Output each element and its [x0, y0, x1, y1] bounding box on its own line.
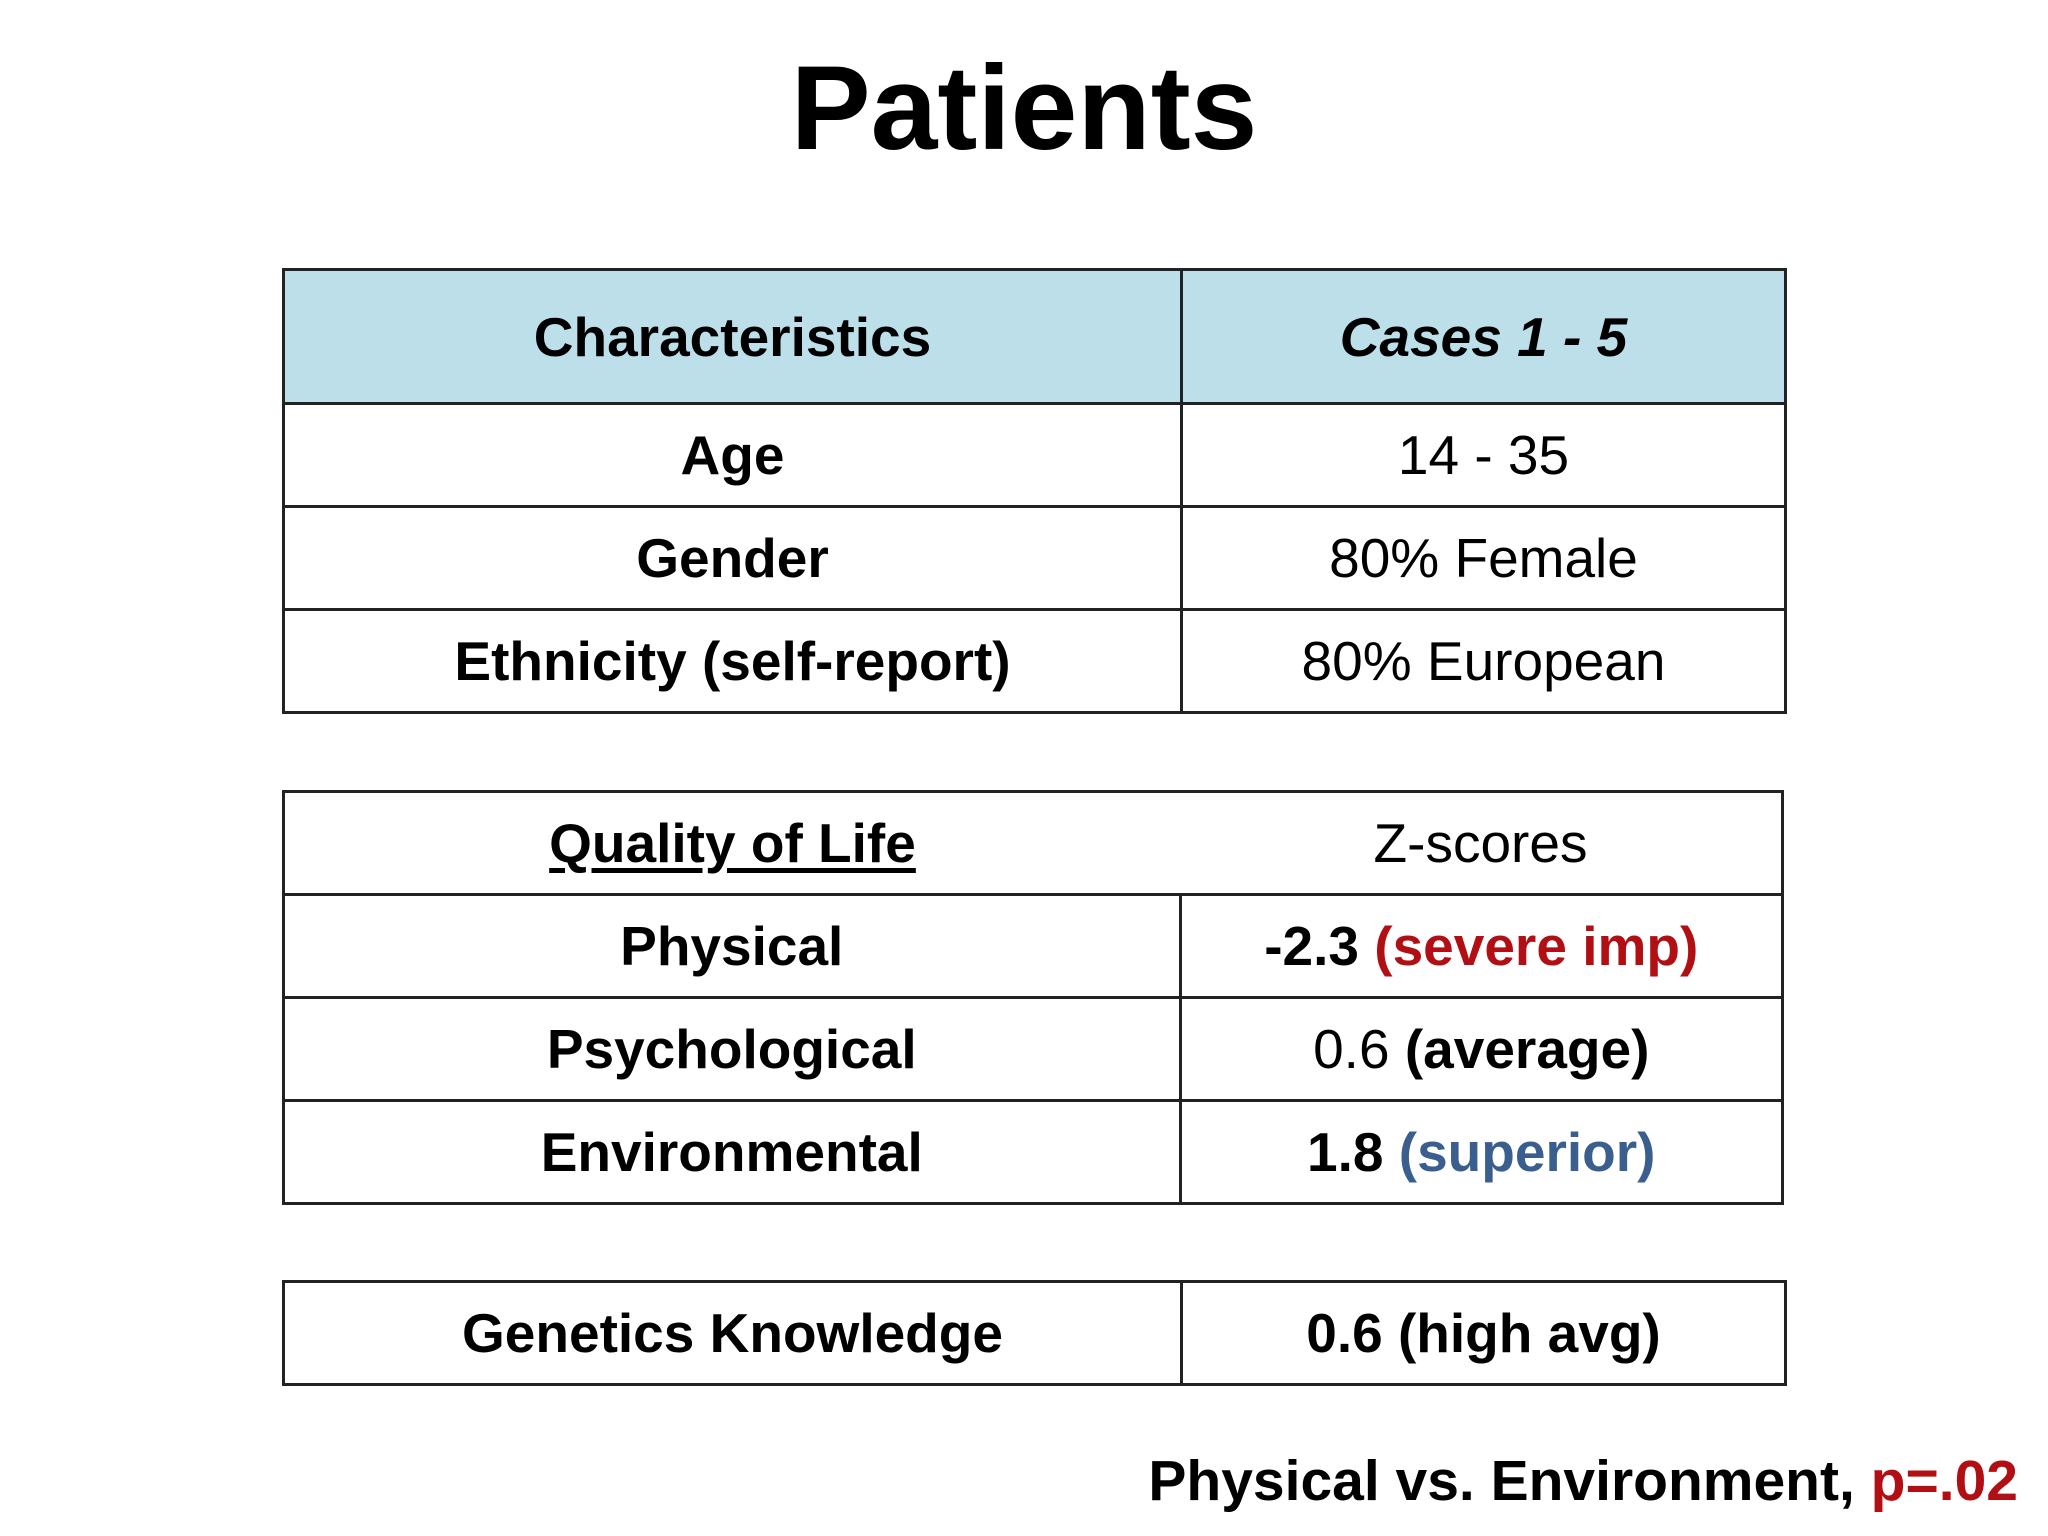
- quality-of-life-table: Quality of Life Z-scores Physical -2.3 (…: [282, 790, 1784, 1205]
- row-value-genetics: 0.6 (high avg): [1180, 1280, 1787, 1386]
- qol-title: Quality of Life: [549, 812, 916, 874]
- table-row: Gender 80% Female: [282, 505, 1787, 611]
- footnote: Physical vs. Environment, p=.02: [1148, 1448, 2018, 1514]
- environmental-descriptor: (superior): [1398, 1121, 1656, 1183]
- table-row: Psychological 0.6 (average): [282, 996, 1784, 1102]
- environmental-score: 1.8: [1307, 1121, 1384, 1183]
- table-row: Genetics Knowledge 0.6 (high avg): [282, 1280, 1787, 1386]
- row-label-psychological: Psychological: [282, 996, 1182, 1102]
- row-label-environmental: Environmental: [282, 1099, 1182, 1205]
- psychological-score: 0.6: [1313, 1018, 1390, 1080]
- psychological-descriptor: (average): [1404, 1018, 1650, 1080]
- header-cases: Cases 1 - 5: [1180, 268, 1787, 405]
- header-quality-of-life: Quality of Life: [282, 790, 1180, 896]
- table-row: Age 14 - 35: [282, 402, 1787, 508]
- row-value-ethnicity: 80% European: [1180, 608, 1787, 714]
- row-value-age: 14 - 35: [1180, 402, 1787, 508]
- row-label-age: Age: [282, 402, 1183, 508]
- row-value-psychological: 0.6 (average): [1178, 996, 1784, 1102]
- row-label-gender: Gender: [282, 505, 1183, 611]
- table-row: Physical -2.3 (severe imp): [282, 893, 1784, 999]
- physical-descriptor: (severe imp): [1374, 915, 1699, 977]
- row-value-environmental: 1.8 (superior): [1178, 1099, 1784, 1205]
- demographics-table: Characteristics Cases 1 - 5 Age 14 - 35 …: [282, 268, 1787, 714]
- header-z-scores: Z-scores: [1180, 790, 1784, 896]
- row-label-genetics: Genetics Knowledge: [282, 1280, 1183, 1386]
- row-value-physical: -2.3 (severe imp): [1178, 893, 1784, 999]
- page-title: Patients: [790, 41, 1258, 175]
- p-value: p=.02: [1870, 1449, 2018, 1513]
- row-label-ethnicity: Ethnicity (self-report): [282, 608, 1183, 714]
- row-label-physical: Physical: [282, 893, 1182, 999]
- row-value-gender: 80% Female: [1180, 505, 1787, 611]
- qol-header-row: Quality of Life Z-scores: [282, 790, 1784, 896]
- table-row: Environmental 1.8 (superior): [282, 1099, 1784, 1205]
- physical-score: -2.3: [1264, 915, 1359, 977]
- table-row: Ethnicity (self-report) 80% European: [282, 608, 1787, 714]
- genetics-table: Genetics Knowledge 0.6 (high avg): [282, 1280, 1787, 1386]
- footnote-text: Physical vs. Environment,: [1148, 1449, 1871, 1513]
- table-header-row: Characteristics Cases 1 - 5: [282, 268, 1787, 405]
- header-characteristics: Characteristics: [282, 268, 1183, 405]
